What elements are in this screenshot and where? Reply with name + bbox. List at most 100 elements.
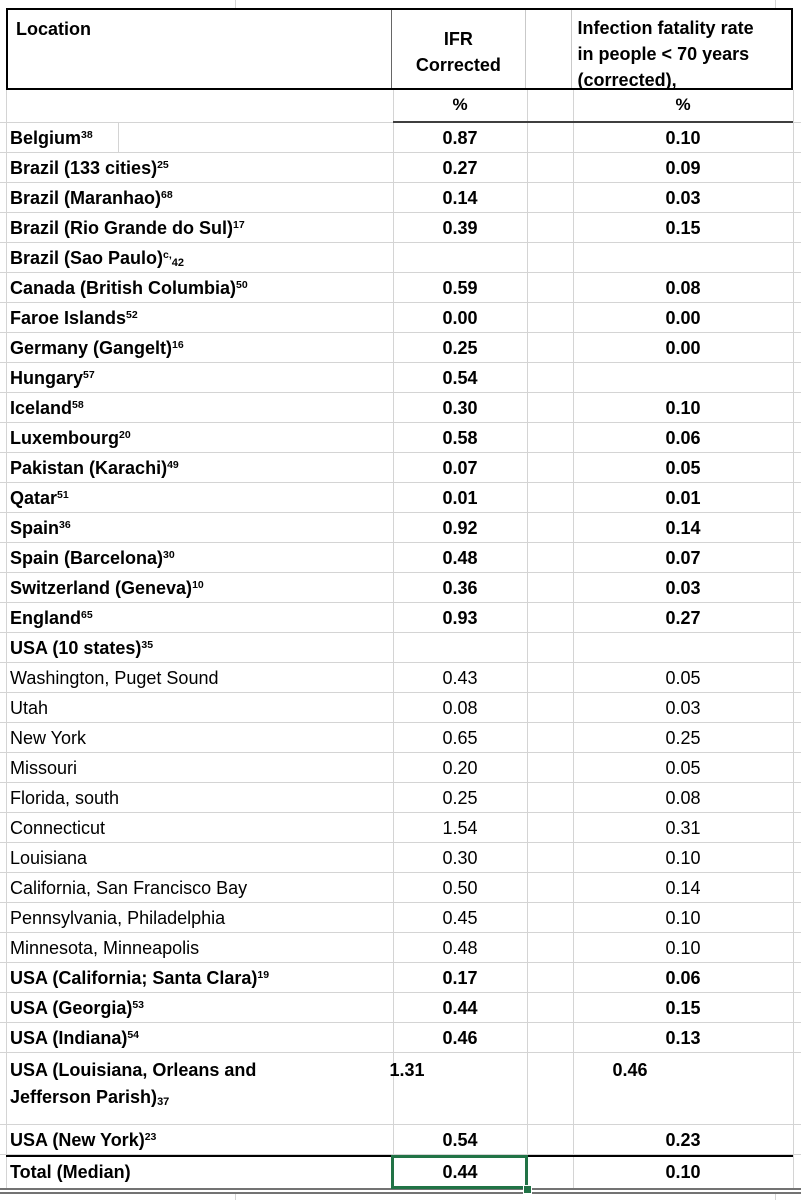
ifr-under70-cell[interactable]: 0.05	[665, 757, 701, 778]
location-cell[interactable]: Iceland58	[0, 394, 393, 422]
ifr-cell[interactable]: 0.25	[442, 337, 478, 358]
location-cell[interactable]: USA (California; Santa Clara)19	[0, 964, 393, 992]
header-cell-ifr-corrected[interactable]: IFR Corrected	[392, 10, 526, 88]
ifr-under70-cell[interactable]: 0.06	[665, 967, 701, 988]
ifr-under70-cell[interactable]: 0.15	[665, 997, 701, 1018]
header-cell-empty[interactable]	[526, 10, 572, 88]
location-cell[interactable]: Minnesota, Minneapolis	[0, 934, 393, 962]
location-cell[interactable]: Qatar51	[0, 484, 393, 512]
ifr-under70-cell[interactable]: 0.07	[665, 547, 701, 568]
ifr-under70-cell[interactable]: 0.31	[665, 817, 701, 838]
ifr-under70-cell[interactable]: 0.06	[665, 427, 701, 448]
location-cell[interactable]: Brazil (133 cities)25	[0, 154, 393, 182]
ifr-under70-cell[interactable]: 0.00	[665, 307, 701, 328]
total-gap-cell[interactable]	[527, 1157, 573, 1188]
ifr-cell[interactable]: 0.48	[442, 937, 478, 958]
ifr-cell[interactable]: 0.07	[442, 457, 478, 478]
location-cell[interactable]: Missouri	[0, 754, 393, 782]
ifr-cell[interactable]: 0.25	[442, 787, 478, 808]
ifr-cell[interactable]: 1.54	[442, 817, 478, 838]
ifr-under70-cell[interactable]: 0.05	[665, 667, 701, 688]
location-cell[interactable]: Pennsylvania, Philadelphia	[0, 904, 393, 932]
ifr-cell[interactable]: 0.58	[442, 427, 478, 448]
location-cell[interactable]: Switzerland (Geneva)10	[0, 574, 393, 602]
location-cell[interactable]: USA (Indiana)54	[0, 1024, 393, 1052]
location-cell[interactable]: England65	[0, 604, 393, 632]
location-cell[interactable]: USA (New York)23	[0, 1126, 393, 1154]
ifr-cell[interactable]: 0.46	[442, 1027, 478, 1048]
header-cell-ifr-under70[interactable]: Infection fatality rate in people < 70 y…	[572, 10, 791, 90]
ifr-under70-cell[interactable]: 0.03	[665, 697, 701, 718]
location-cell[interactable]: New York	[0, 724, 393, 752]
ifr-under70-cell[interactable]: 0.08	[665, 787, 701, 808]
total-ifr-cell[interactable]: 0.44	[442, 1162, 478, 1182]
unit-cell-ifr-under70[interactable]: %	[675, 95, 691, 114]
ifr-cell[interactable]: 0.30	[442, 397, 478, 418]
location-cell[interactable]: USA (Georgia)53	[0, 994, 393, 1022]
ifr-under70-cell[interactable]: 0.10	[665, 907, 701, 928]
ifr-cell[interactable]: 0.08	[442, 697, 478, 718]
ifr-cell[interactable]: 0.17	[442, 967, 478, 988]
ifr-cell[interactable]: 0.59	[442, 277, 478, 298]
location-cell[interactable]: Brazil (Rio Grande do Sul)17	[0, 214, 393, 242]
unit-cell-empty[interactable]	[0, 90, 393, 122]
ifr-cell[interactable]: 0.87	[442, 127, 478, 148]
location-cell[interactable]: Florida, south	[0, 784, 393, 812]
header-cell-location[interactable]: Location	[8, 10, 393, 88]
ifr-under70-cell[interactable]: 0.01	[665, 487, 701, 508]
ifr-cell[interactable]: 0.27	[442, 157, 478, 178]
location-cell[interactable]: Faroe Islands52	[0, 304, 393, 332]
gap-cell[interactable]	[474, 1053, 520, 1057]
ifr-under70-cell[interactable]: 0.10	[665, 937, 701, 958]
ifr-cell[interactable]: 0.30	[442, 847, 478, 868]
location-cell[interactable]: Hungary57	[0, 364, 393, 392]
unit-cell-gap[interactable]	[527, 90, 573, 122]
ifr-under70-cell[interactable]: 0.27	[665, 607, 701, 628]
ifr-cell[interactable]: 0.20	[442, 757, 478, 778]
ifr-under70-cell[interactable]: 0.15	[665, 217, 701, 238]
ifr-cell[interactable]: 0.54	[442, 1129, 478, 1150]
location-cell[interactable]: California, San Francisco Bay	[0, 874, 393, 902]
ifr-cell[interactable]: 0.00	[442, 307, 478, 328]
ifr-under70-cell[interactable]: 0.46	[612, 1060, 648, 1080]
ifr-under70-cell[interactable]: 0.10	[665, 847, 701, 868]
location-cell[interactable]: Brazil (Maranhao)68	[0, 184, 393, 212]
ifr-under70-cell[interactable]: 0.10	[665, 397, 701, 418]
ifr-cell[interactable]: 0.39	[442, 217, 478, 238]
location-cell[interactable]: Brazil (Sao Paulo)c,42	[0, 244, 393, 272]
ifr-cell[interactable]: 0.50	[442, 877, 478, 898]
ifr-under70-cell[interactable]: 0.00	[665, 337, 701, 358]
ifr-cell[interactable]: 0.48	[442, 547, 478, 568]
ifr-under70-cell[interactable]: 0.13	[665, 1027, 701, 1048]
location-cell[interactable]: Pakistan (Karachi)49	[0, 454, 393, 482]
location-cell[interactable]: Washington, Puget Sound	[0, 664, 393, 692]
location-cell[interactable]: Utah	[0, 694, 393, 722]
ifr-under70-cell[interactable]: 0.23	[665, 1129, 701, 1150]
total-label-cell[interactable]: Total (Median)	[10, 1162, 131, 1182]
ifr-cell[interactable]: 0.43	[442, 667, 478, 688]
ifr-under70-cell[interactable]: 0.14	[665, 877, 701, 898]
ifr-cell[interactable]: 0.65	[442, 727, 478, 748]
ifr-cell[interactable]: 0.92	[442, 517, 478, 538]
location-cell[interactable]: USA (Louisiana, Orleans and Jefferson Par…	[0, 1053, 340, 1111]
ifr-cell[interactable]: 0.54	[442, 367, 478, 388]
location-cell[interactable]: Germany (Gangelt)16	[0, 334, 393, 362]
ifr-cell[interactable]: 0.01	[442, 487, 478, 508]
ifr-cell[interactable]: 1.31	[389, 1060, 425, 1080]
location-cell[interactable]: USA (10 states)35	[0, 634, 393, 662]
ifr-under70-cell[interactable]: 0.09	[665, 157, 701, 178]
ifr-under70-cell[interactable]: 0.14	[665, 517, 701, 538]
ifr-cell[interactable]: 0.45	[442, 907, 478, 928]
total-ifr-under70-cell[interactable]: 0.10	[665, 1162, 701, 1182]
location-cell[interactable]: Connecticut	[0, 814, 393, 842]
ifr-cell[interactable]: 0.14	[442, 187, 478, 208]
ifr-cell[interactable]: 0.93	[442, 607, 478, 628]
ifr-cell[interactable]: 0.44	[442, 997, 478, 1018]
unit-cell-ifr[interactable]: %	[452, 95, 468, 114]
ifr-under70-cell[interactable]: 0.25	[665, 727, 701, 748]
location-cell[interactable]: Belgium38	[0, 124, 393, 152]
location-cell[interactable]: Spain (Barcelona)30	[0, 544, 393, 572]
ifr-under70-cell[interactable]: 0.08	[665, 277, 701, 298]
location-cell[interactable]: Louisiana	[0, 844, 393, 872]
ifr-cell[interactable]: 0.36	[442, 577, 478, 598]
